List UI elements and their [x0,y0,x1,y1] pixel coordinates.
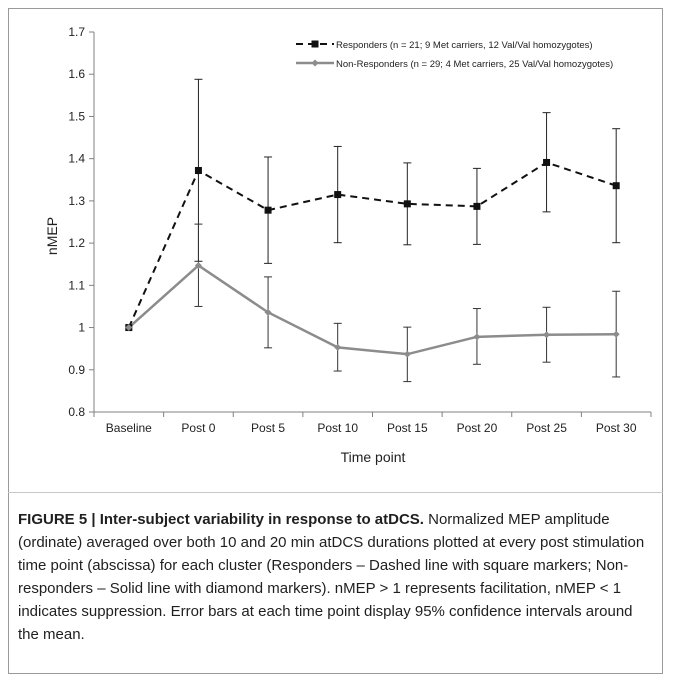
y-tick-label: 1.2 [68,236,85,250]
y-tick-label: 0.8 [68,405,85,419]
data-point-square [473,202,481,210]
caption-text: Normalized MEP amplitude (ordinate) aver… [18,511,645,643]
data-point-square [264,206,272,214]
caption-divider [8,492,663,493]
data-point-square [334,191,342,199]
data-point-square [612,182,620,190]
x-axis-label: Time point [341,449,406,465]
legend-entry-label: Non-Responders (n = 29; 4 Met carriers, … [336,59,613,70]
axes: 0.8 0.9 1 1.1 1.2 1.3 1.4 1.5 1.6 1.7 Baseline Post… [68,25,652,435]
data-point-diamond [612,330,620,338]
data-point-square [403,200,411,208]
data-point-diamond [473,333,481,341]
data-point-diamond [403,350,411,358]
x-tick-label: Post 10 [317,421,358,435]
y-tick-label: 0.9 [68,363,85,377]
legend-marker-diamond [311,59,319,67]
data-point-square [543,158,551,166]
x-tick-label: Baseline [106,421,152,435]
data-point-square [194,166,202,174]
y-tick-label: 1.5 [68,109,85,123]
data-point-diamond [264,308,272,316]
caption-label: FIGURE 5 | Inter-subject variability in … [18,511,424,528]
series-lines [127,161,617,356]
data-point-diamond [334,343,342,351]
x-tick-label: Post 5 [251,421,285,435]
y-axis-label: nMEP [44,217,60,255]
data-point-diamond [543,331,551,339]
x-tick-label: Post 15 [387,421,428,435]
series-markers [125,158,620,358]
data-point-diamond [194,261,202,269]
data-point-diamond [125,324,133,332]
figure-frame [8,8,663,674]
y-tick-label: 1 [78,321,85,335]
figure-caption: FIGURE 5 | Inter-subject variability in … [18,508,646,646]
error-bars [194,78,621,383]
y-tick-label: 1.1 [68,278,85,292]
chart: 0.8 0.9 1 1.1 1.2 1.3 1.4 1.5 1.6 1.7 Baseline Post… [44,25,652,465]
y-tick-label: 1.4 [68,152,85,166]
y-tick-label: 1.3 [68,194,85,208]
legend: Responders (n = 21; 9 Met carriers, 12 V… [296,40,613,70]
series-line [127,263,617,356]
y-tick-label: 1.7 [68,25,85,39]
x-tick-label: Post 20 [457,421,498,435]
x-tick-label: Post 30 [596,421,637,435]
x-tick-label: Post 25 [526,421,567,435]
y-tick-label: 1.6 [68,67,85,81]
x-tick-label: Post 0 [181,421,215,435]
legend-marker-square [311,40,319,48]
series-line [127,161,617,328]
legend-entry-label: Responders (n = 21; 9 Met carriers, 12 V… [336,40,593,51]
